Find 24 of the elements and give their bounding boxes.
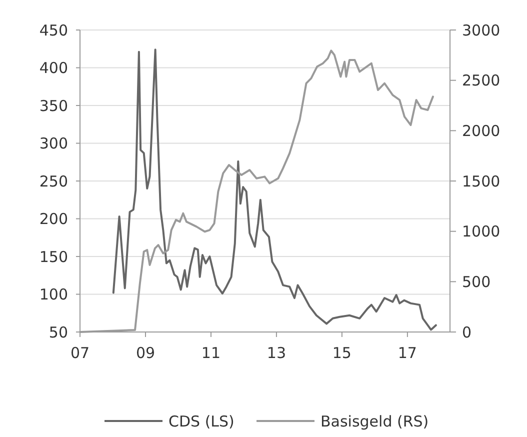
legend-label: Basisgeld (RS) [320,412,429,430]
y-tick-label: 350 [39,96,68,115]
y2-tick-label: 2500 [462,72,500,90]
y2-tick-label: 0 [462,323,472,342]
x-tick-label: 09 [136,344,156,362]
y2-tick-label: 500 [462,272,491,291]
x-tick-label: 17 [398,344,417,362]
y-tick-label: 50 [48,323,68,342]
y-tick-label: 400 [39,59,68,77]
y-tick-label: 450 [39,21,68,40]
y-tick-label: 250 [39,172,68,190]
y2-tick-label: 1000 [462,222,500,241]
y2-tick-label: 3000 [462,21,500,40]
y-tick-label: 300 [39,134,68,152]
legend-label: CDS (LS) [168,412,234,430]
y-tick-label: 100 [39,286,68,304]
y-tick-label: 200 [39,210,68,228]
x-tick-label: 15 [332,344,352,362]
y2-tick-label: 2000 [462,122,500,140]
x-tick-label: 13 [266,344,286,362]
x-tick-label: 07 [70,344,90,362]
y-tick-label: 150 [39,248,68,266]
y2-tick-label: 1500 [462,172,500,190]
x-tick-label: 11 [201,344,221,362]
